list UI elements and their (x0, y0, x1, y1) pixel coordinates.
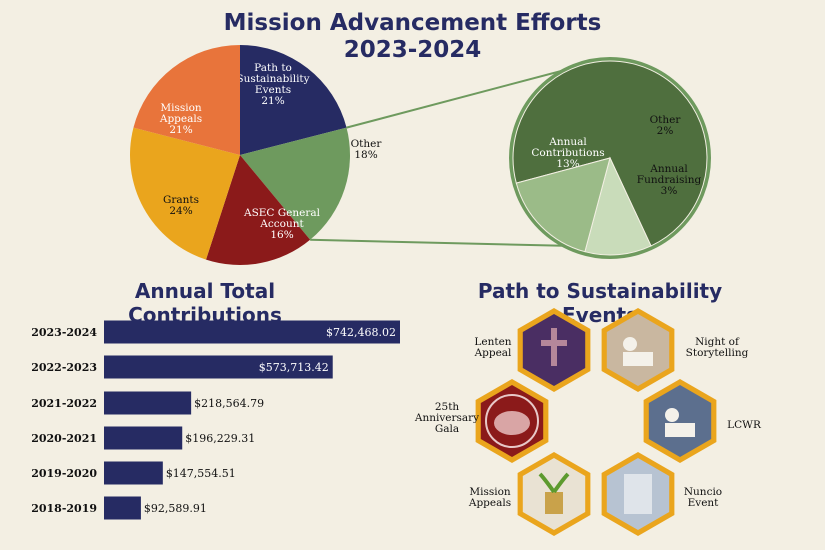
person-icon (665, 408, 679, 422)
pie2-label-annual-fundraising: Annual Fundraising 3% (637, 163, 702, 197)
pie-label-other: Other 18% (351, 138, 383, 161)
bar-value-2021-2022: $218,564.79 (194, 397, 264, 410)
coin-stack-icon (545, 492, 563, 514)
events-title: Path to Sustainability Events (477, 279, 723, 327)
event-lenten-appeal: Lenten Appeal (474, 308, 591, 392)
pie-slice-path-to-sustainability-events (240, 45, 347, 155)
bar-2023-2024 (104, 320, 400, 344)
pie2-slice-other (584, 156, 652, 256)
event-label-nuncio-event: Nuncio Event (684, 486, 722, 509)
bar-value-2019-2020: $147,554.51 (166, 467, 236, 480)
bar-2019-2020 (104, 461, 163, 485)
event-label-25th-anniversary-gala: 25th Anniversary Gala (414, 401, 479, 435)
event-label-mission-appeals: Mission Appeals (468, 486, 511, 509)
event-nuncio-event: Nuncio Event (601, 452, 722, 536)
cross-bar-icon (541, 340, 567, 346)
bar-category-2019-2020: 2019-2020 (31, 467, 97, 480)
connector-line-bottom (310, 238, 570, 247)
table-icon (665, 423, 695, 437)
bar-2022-2023 (104, 355, 333, 379)
seal-ring-icon (485, 394, 539, 448)
event-mission-appeals: Mission Appeals (468, 452, 591, 536)
table-icon (623, 352, 653, 366)
event-label-lcwr: LCWR (727, 419, 762, 431)
bar-2020-2021 (104, 426, 183, 450)
lcwr-booth-photo (648, 385, 712, 457)
connector-line-top (346, 65, 578, 129)
event-night-of-storytelling: Night of Storytelling (601, 308, 749, 392)
bar-value-2023-2024: $742,468.02 (326, 326, 396, 339)
pie2-slice-annual-fundraising (515, 157, 611, 253)
pie-label-grants: Grants 24% (163, 194, 199, 217)
bar-value-2022-2023: $573,713.42 (259, 361, 329, 374)
us-map-icon (494, 411, 530, 435)
pie-slice-asec-general-account (206, 155, 311, 265)
pie-label-asec-general-account: ASEC General Account 16% (243, 207, 321, 241)
bar-category-2022-2023: 2022-2023 (31, 361, 97, 374)
pie-label-path-to-sustainability-events: Path to Sustainability Events 21% (236, 62, 309, 107)
cross-icon (551, 328, 557, 366)
main-title: Mission Advancement Efforts 2023-2024 (200, 10, 625, 64)
pie2-label-annual-contributions: Annual Contributions 13% (531, 136, 604, 170)
event-25th-anniversary-gala: 25th Anniversary Gala (414, 379, 549, 463)
person-icon (623, 337, 637, 351)
building-icon (624, 474, 652, 514)
secondary-pie-ring (509, 57, 711, 259)
plant-icon (538, 472, 570, 494)
event-label-lenten-appeal: Lenten Appeal (474, 336, 512, 359)
bar-category-2021-2022: 2021-2022 (31, 397, 97, 410)
bar-value-2018-2019: $92,589.91 (144, 502, 207, 515)
bar-category-2020-2021: 2020-2021 (31, 432, 97, 445)
main-title-line2: 2023-2024 (343, 37, 482, 63)
pie-slice-mission-appeals (133, 44, 240, 156)
pie-slice-other (240, 127, 350, 240)
main-title-line1: Mission Advancement Efforts (223, 10, 602, 36)
pie-slice-grants (130, 127, 240, 260)
bar-category-2018-2019: 2018-2019 (31, 502, 97, 515)
pie-label-mission-appeals: Mission Appeals 21% (159, 102, 202, 136)
pie2-slice-annual-contributions (512, 60, 708, 247)
storytelling-photo (606, 314, 670, 386)
bar-2021-2022 (104, 391, 192, 415)
bar-category-2023-2024: 2023-2024 (31, 326, 97, 339)
bar-2018-2019 (104, 496, 141, 520)
event-lcwr: LCWR (643, 379, 762, 463)
bar-value-2020-2021: $196,229.31 (185, 432, 255, 445)
pie2-label-other: Other 2% (650, 114, 682, 137)
event-label-night-of-storytelling: Night of Storytelling (686, 336, 749, 359)
